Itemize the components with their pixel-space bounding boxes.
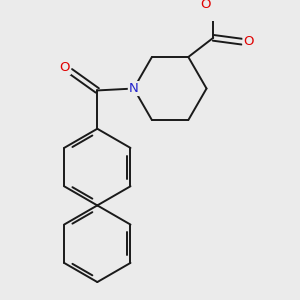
Text: N: N [129,82,139,95]
Text: O: O [243,35,254,48]
Text: O: O [59,61,70,74]
Text: O: O [200,0,211,11]
